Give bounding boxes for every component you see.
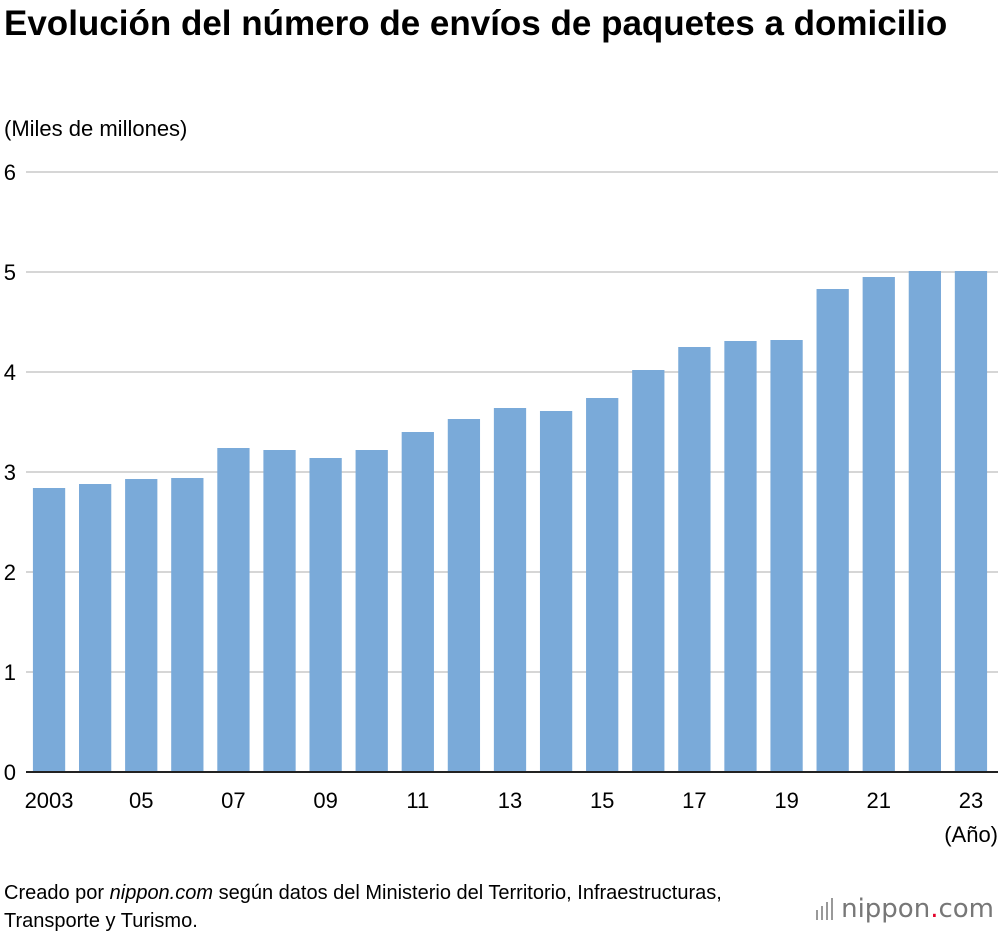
bar bbox=[171, 478, 204, 772]
bar bbox=[355, 450, 388, 772]
bar bbox=[954, 271, 988, 772]
source-suffix: según datos del Ministerio del Territori… bbox=[4, 882, 722, 932]
bar bbox=[493, 408, 527, 772]
logo-text-tld: com bbox=[938, 894, 994, 924]
x-axis-unit-label: (Año) bbox=[944, 822, 998, 847]
y-tick-label: 2 bbox=[4, 560, 16, 585]
logo-text-main: nippon bbox=[841, 894, 931, 924]
y-tick-label: 4 bbox=[4, 360, 16, 385]
bar bbox=[816, 289, 849, 772]
y-tick-label: 5 bbox=[4, 260, 16, 285]
bar bbox=[586, 398, 619, 772]
bar bbox=[79, 484, 112, 772]
bar bbox=[678, 347, 711, 772]
bar bbox=[263, 450, 296, 772]
bar bbox=[632, 370, 665, 772]
chart-title: Evolución del número de envíos de paquet… bbox=[4, 4, 948, 43]
x-tick-label: 21 bbox=[867, 788, 891, 813]
bar bbox=[125, 479, 158, 772]
x-tick-label: 09 bbox=[313, 788, 337, 813]
y-tick-label: 0 bbox=[4, 760, 16, 785]
source-site: nippon.com bbox=[109, 882, 214, 904]
logo-dot: . bbox=[930, 894, 939, 924]
y-axis-unit-label: (Miles de millones) bbox=[4, 116, 188, 141]
x-tick-label: 19 bbox=[774, 788, 798, 813]
bar bbox=[724, 341, 757, 772]
y-tick-label: 6 bbox=[4, 160, 16, 185]
bar bbox=[770, 340, 803, 772]
y-tick-label: 1 bbox=[4, 660, 16, 685]
bar bbox=[447, 419, 481, 772]
bar bbox=[862, 277, 895, 772]
x-tick-label: 15 bbox=[590, 788, 614, 813]
x-tick-label: 17 bbox=[682, 788, 706, 813]
bar bbox=[908, 271, 941, 772]
bar bbox=[309, 458, 342, 772]
bar bbox=[32, 488, 66, 772]
x-tick-label: 2003 bbox=[25, 788, 74, 813]
y-tick-label: 3 bbox=[4, 460, 16, 485]
x-tick-label: 05 bbox=[129, 788, 153, 813]
x-tick-label: 07 bbox=[221, 788, 245, 813]
source-note: Creado por nippon.com según datos del Mi… bbox=[4, 879, 764, 935]
x-tick-label: 23 bbox=[959, 788, 983, 813]
bar bbox=[217, 448, 250, 772]
source-prefix: Creado por bbox=[4, 882, 110, 904]
nippon-logo: nippon. com bbox=[816, 894, 994, 924]
bar bbox=[401, 432, 434, 772]
x-tick-label: 13 bbox=[498, 788, 522, 813]
logo-bars-icon bbox=[816, 898, 834, 920]
x-tick-label: 11 bbox=[406, 788, 429, 813]
bar bbox=[539, 411, 573, 772]
